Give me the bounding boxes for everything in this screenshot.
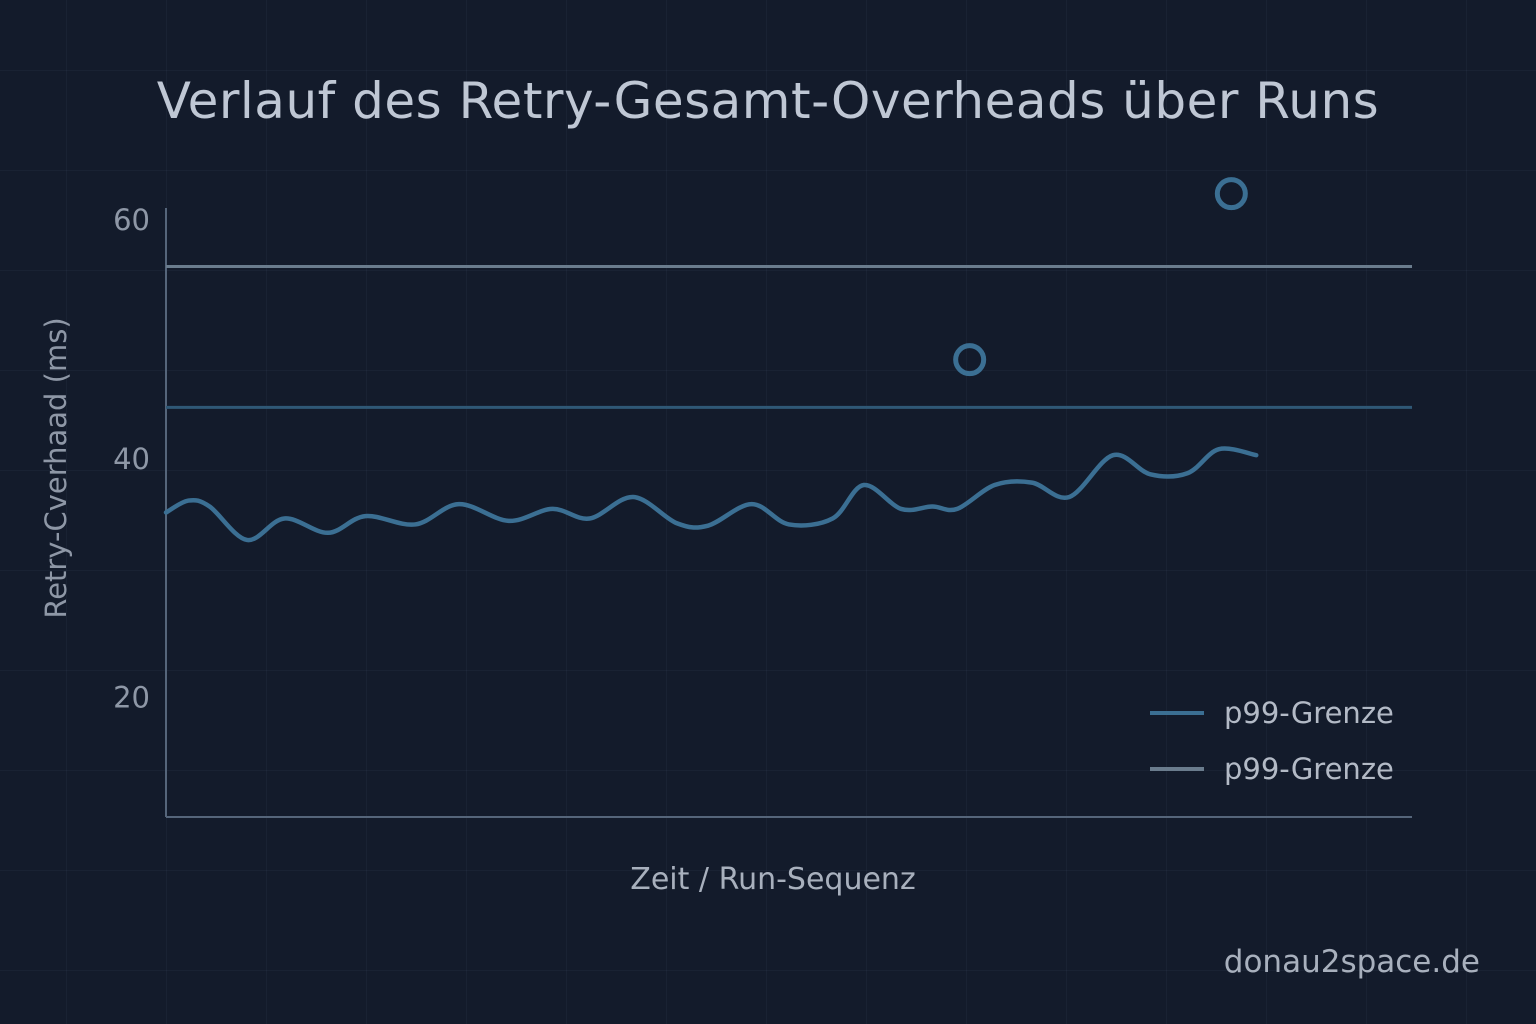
- watermark-text: donau2space.de: [1223, 944, 1480, 980]
- chart-title: Verlauf des Retry-Gesamt-Overheads über …: [156, 72, 1380, 130]
- legend-label: p99-Grenze: [1224, 696, 1394, 730]
- legend-label: p99-Grenze: [1224, 752, 1394, 786]
- y-tick-label: 20: [113, 681, 150, 715]
- x-axis-label: Zeit / Run-Sequenz: [630, 862, 916, 897]
- y-tick-label: 40: [113, 442, 150, 476]
- series-line: [163, 446, 1259, 543]
- y-tick-label: 60: [113, 203, 150, 237]
- outlier-point: [953, 343, 987, 377]
- outlier-point: [1214, 177, 1248, 211]
